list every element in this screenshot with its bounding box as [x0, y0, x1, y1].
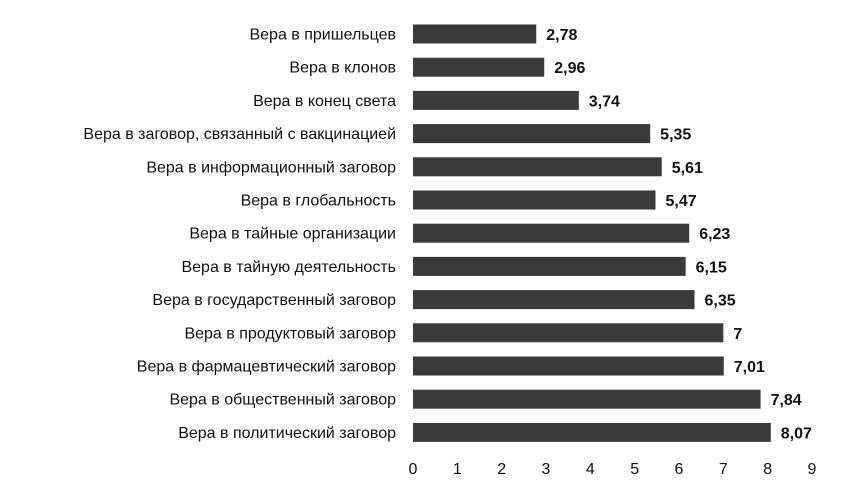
category-label: Вера в заговор, связанный с вакцинацией [83, 126, 396, 143]
value-label: 3,74 [589, 93, 620, 110]
x-tick-label: 6 [675, 461, 684, 478]
value-label: 8,07 [781, 425, 812, 442]
value-label: 2,78 [546, 27, 577, 44]
category-label: Вера в глобальность [241, 193, 396, 210]
x-tick-label: 2 [497, 461, 506, 478]
value-label: 6,35 [705, 293, 736, 310]
bar [413, 157, 662, 177]
value-label: 6,23 [699, 226, 730, 243]
x-tick-label: 8 [763, 461, 772, 478]
category-label: Вера в клонов [289, 60, 396, 77]
bar [413, 90, 579, 110]
value-label: 7,01 [734, 359, 765, 376]
x-tick-label: 3 [542, 461, 551, 478]
category-label: Вера в политический заговор [178, 425, 396, 442]
value-label: 6,15 [696, 259, 727, 276]
bar [413, 422, 771, 442]
bar [413, 356, 724, 376]
category-label: Вера в государственный заговор [152, 292, 396, 309]
category-label: Вера в общественный заговор [169, 392, 396, 409]
category-labels: Вера в пришельцев Вера в клонов Вера в кон… [83, 27, 396, 442]
value-label: 5,35 [660, 127, 691, 144]
value-label: 7 [733, 326, 742, 343]
category-label: Вера в тайную деятельность [181, 259, 396, 276]
bars-layer [413, 24, 771, 442]
bar [413, 124, 651, 144]
x-tick-label: 5 [630, 461, 639, 478]
category-label: Вера в продуктовый заговор [184, 325, 396, 342]
value-label: 2,96 [554, 60, 585, 77]
x-tick-label: 4 [586, 461, 595, 478]
x-tick-label: 0 [409, 461, 418, 478]
category-label: Вера в пришельцев [249, 27, 396, 44]
bar [413, 290, 695, 310]
bar [413, 57, 545, 77]
category-label: Вера в конец света [253, 93, 396, 110]
x-axis-ticks: 0 1 2 3 4 5 6 7 8 9 [409, 461, 817, 478]
x-tick-label: 9 [808, 461, 817, 478]
x-tick-label: 7 [719, 461, 728, 478]
bar [413, 223, 690, 243]
bar [413, 323, 724, 343]
category-label: Вера в информационный заговор [146, 159, 396, 176]
category-label: Вера в фармацевтический заговор [137, 359, 396, 376]
value-label: 5,61 [672, 160, 703, 177]
bar [413, 389, 761, 409]
bar [413, 190, 656, 210]
value-label: 5,47 [666, 193, 697, 210]
value-label: 7,84 [771, 392, 802, 409]
x-tick-label: 1 [453, 461, 462, 478]
bar [413, 256, 686, 276]
bar [413, 24, 537, 44]
category-label: Вера в тайные организации [189, 226, 396, 243]
value-labels: 2,78 2,963,74 5,35 5,61 5,476,23 6,15 6,35 7 7,0… [546, 27, 812, 442]
